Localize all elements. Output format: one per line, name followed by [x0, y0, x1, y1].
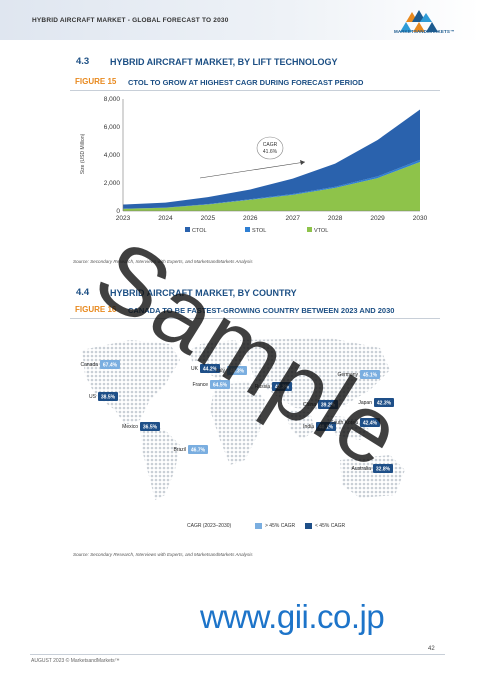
country-label: France — [192, 382, 208, 388]
section-number: 4.3 — [76, 56, 90, 67]
x-tick-label: 2027 — [285, 215, 300, 222]
markets-logo-icon — [400, 10, 438, 32]
country-value: 45.1% — [363, 373, 378, 379]
y-tick-label: 0 — [116, 208, 120, 215]
gii-url: www.gii.co.jp — [200, 598, 385, 635]
logo-text: MARKETSANDMARKETS™ — [394, 29, 455, 34]
country-value: 42.4% — [363, 421, 378, 427]
legend-swatch-low — [305, 523, 312, 529]
legend-swatch — [245, 227, 250, 232]
country-badge — [227, 366, 247, 375]
x-tick-label: 2025 — [201, 215, 216, 222]
country-label: UK — [191, 366, 199, 372]
divider — [70, 90, 440, 91]
legend-high-label: > 45% CAGR — [265, 523, 296, 529]
page-number: 42 — [428, 646, 435, 652]
country-value: 67.4% — [103, 363, 118, 369]
country-badge — [98, 392, 118, 401]
world-map: Canada 67.4% US 38.5% UK 44.2% France 64.5% Ital… — [80, 338, 405, 500]
legend-title: CAGR (2023–2030) — [187, 523, 232, 529]
legend-label: CTOL — [192, 228, 207, 234]
figure-title: CANADA TO BE FASTEST-GROWING COUNTRY BET… — [128, 306, 395, 315]
country-badge — [200, 364, 220, 373]
y-tick-label: 6,000 — [104, 124, 121, 131]
section-title: HYBRID AIRCRAFT MARKET, BY COUNTRY — [110, 288, 297, 298]
map-legend: CAGR (2023–2030) > 45% CAGR < 45% CAGR — [187, 521, 367, 533]
x-tick-label: 2030 — [413, 215, 428, 222]
country-badge — [374, 398, 394, 407]
footer-date: AUGUST 2023 © MarketsandMarkets™ — [31, 658, 120, 664]
x-tick-label: 2028 — [328, 215, 343, 222]
country-label: US — [89, 394, 97, 400]
y-axis-label: Size (USD Million) — [80, 133, 86, 174]
y-tick-label: 8,000 — [104, 96, 121, 103]
country-value: 42.3% — [377, 401, 392, 407]
legend-swatch-high — [255, 523, 262, 529]
country-label: India — [303, 424, 314, 430]
country-badge — [140, 422, 160, 431]
x-tick-label: 2023 — [116, 215, 131, 222]
source-note: Source: Secondary Research, Interviews w… — [73, 259, 253, 264]
area-series-vtol — [123, 162, 420, 211]
country-value: 38.5% — [101, 395, 116, 401]
header-band — [0, 0, 480, 40]
footer-divider — [30, 654, 445, 655]
country-label: South Korea — [330, 420, 358, 426]
country-badge — [210, 380, 230, 389]
country-label: Japan — [358, 400, 372, 406]
legend-label: VTOL — [314, 228, 328, 234]
y-tick-label: 4,000 — [104, 152, 121, 159]
country-value: 40.1% — [319, 425, 334, 431]
x-tick-label: 2026 — [243, 215, 258, 222]
country-badge — [272, 382, 292, 391]
figure-title: CTOL TO GROW AT HIGHEST CAGR DURING FORE… — [128, 78, 364, 87]
country-badge — [360, 370, 380, 379]
legend-swatch — [185, 227, 190, 232]
x-tick-label: 2029 — [370, 215, 385, 222]
divider — [70, 318, 440, 319]
figure-label: FIGURE 15 — [75, 77, 117, 86]
country-label: Italy — [216, 368, 226, 374]
section-number: 4.4 — [76, 287, 90, 298]
country-value: 32.8% — [376, 467, 391, 473]
country-value: 42.3% — [275, 385, 290, 391]
country-badge — [360, 418, 380, 427]
cagr-value: 41.6% — [263, 149, 278, 155]
country-value: 64.5% — [213, 383, 228, 389]
country-badge — [100, 360, 120, 369]
country-badge — [316, 422, 336, 431]
country-label: Mexico — [122, 424, 138, 430]
country-value: 39.2% — [321, 403, 336, 409]
country-value: 44.2% — [203, 367, 218, 373]
legend-label: STOL — [252, 228, 266, 234]
country-badge — [318, 400, 338, 409]
country-badge — [188, 445, 208, 454]
country-label: Brazil — [173, 447, 186, 453]
report-title: HYBRID AIRCRAFT MARKET - GLOBAL FORECAST… — [32, 17, 229, 24]
cagr-label: CAGR — [263, 142, 278, 148]
country-label: Canada — [80, 362, 98, 368]
section-title: HYBRID AIRCRAFT MARKET, BY LIFT TECHNOLO… — [110, 57, 338, 67]
cagr-annotation: CAGR 41.6% — [199, 136, 306, 179]
area-series-ctol — [123, 109, 420, 209]
figure-label: FIGURE 16 — [75, 305, 117, 314]
source-note: Source: Secondary Research, Interviews w… — [73, 552, 253, 557]
country-label: Australia — [352, 466, 372, 472]
legend-low-label: < 45% CAGR — [315, 523, 346, 529]
country-value: 36.5% — [143, 425, 158, 431]
country-label: Germany — [337, 372, 358, 378]
legend-swatch — [307, 227, 312, 232]
country-value: 49.3% — [230, 369, 245, 375]
country-label: Russia — [255, 384, 271, 390]
area-chart: Size (USD Million) 0 2,000 4,000 6,000 8,000… — [80, 96, 428, 234]
country-value: 46.7% — [191, 448, 206, 454]
country-badge — [373, 464, 393, 473]
country-label: China — [303, 402, 316, 408]
x-tick-label: 2024 — [158, 215, 173, 222]
y-tick-label: 2,000 — [104, 180, 121, 187]
